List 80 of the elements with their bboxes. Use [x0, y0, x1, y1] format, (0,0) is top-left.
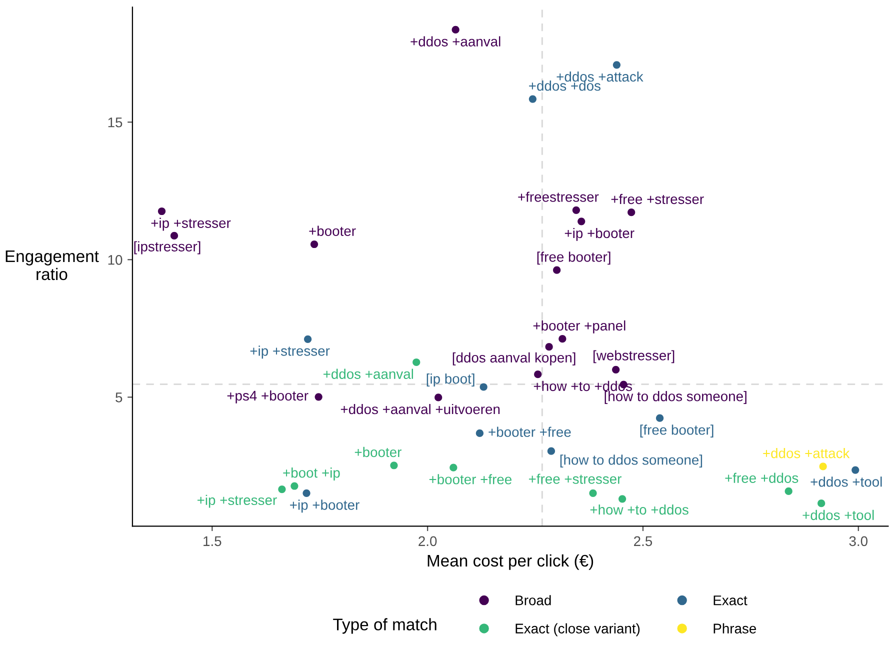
annotation: [ddos aanval kopen] [452, 352, 576, 366]
point [450, 464, 458, 472]
annotation: +ip +booter [564, 228, 634, 241]
annotation: [free booter] [640, 424, 714, 438]
annotation: +free +stresser [611, 194, 704, 204]
annotation: [how to ddos someone] [560, 454, 702, 468]
point [545, 343, 553, 351]
annotation: [free booter] [537, 252, 610, 265]
annotation: +ddos +dos [529, 80, 600, 91]
x-tick-label: 2.0 [418, 536, 437, 546]
point [656, 414, 664, 422]
legend-label: Exact (close variant) [516, 623, 640, 636]
annotation: +ip +stresser [197, 494, 277, 508]
x-tick-label: 3.0 [849, 536, 868, 546]
point [434, 394, 442, 402]
point [290, 482, 298, 490]
point [302, 489, 310, 497]
point [412, 358, 420, 366]
point [784, 487, 792, 496]
legend-label: Broad [516, 595, 551, 606]
annotation: +booter [354, 446, 402, 458]
point [612, 61, 620, 69]
point [578, 218, 586, 226]
point [314, 393, 322, 401]
annotation: +booter +free [488, 426, 571, 437]
x-tick-label: 1.5 [204, 536, 222, 546]
annotation: [ip boot] [426, 374, 474, 386]
point [553, 266, 561, 274]
y-tick-label: 15 [108, 118, 122, 128]
point [304, 335, 312, 343]
annotation: +booter +free [429, 474, 512, 484]
annotation: [how to ddos someone] [604, 391, 746, 404]
point [476, 429, 484, 438]
annotation: +booter [309, 226, 356, 236]
y-axis-title: Engagement ratio [6, 250, 99, 280]
x-tick-label: 2.5 [634, 536, 652, 546]
annotation: +ddos +attack [556, 71, 644, 82]
point [558, 335, 566, 343]
annotation: +ddos +aanval +uitvoeren [340, 404, 500, 414]
annotation: +freestresser [518, 192, 599, 202]
point [618, 495, 626, 503]
legend-label: Phrase [714, 623, 756, 634]
point [819, 462, 827, 470]
annotation: +ip +stresser [151, 218, 231, 231]
x-axis-title: Mean cost per click (€) [428, 554, 594, 570]
point [818, 500, 826, 508]
y-tick-label: 10 [108, 254, 122, 265]
annotation: +booter +panel [533, 320, 626, 334]
point [310, 240, 318, 248]
point [547, 447, 556, 455]
annotation: [webstresser] [594, 350, 674, 364]
point [528, 95, 536, 103]
annotation: +ps4 +booter [227, 390, 308, 404]
point [852, 466, 860, 474]
annotation: +ddos +aanval [410, 36, 500, 46]
point [628, 208, 636, 216]
legend-label: Exact [714, 596, 748, 606]
annotation: +ip +booter [290, 500, 360, 513]
point [390, 462, 398, 470]
annotation: +free +stresser [528, 474, 622, 484]
point [170, 232, 178, 240]
annotation: +ddos +tool [802, 510, 874, 520]
annotation: +free +ddos [725, 472, 798, 483]
legend-title: Type of match [333, 618, 436, 634]
annotation: +ddos +tool [810, 476, 882, 487]
point [278, 486, 286, 494]
annotation: +ddos +attack [763, 448, 850, 458]
point [534, 370, 542, 378]
annotation: [ipstresser] [134, 241, 200, 254]
point [480, 383, 488, 391]
annotation: +boot +ip [283, 468, 340, 480]
point [589, 489, 597, 497]
point [158, 207, 166, 216]
annotation: +how +to +ddos [590, 504, 688, 515]
y-tick-label: 5 [116, 392, 122, 402]
point [572, 206, 580, 214]
annotation: +ddos +aanval [323, 368, 414, 379]
point [612, 366, 620, 374]
annotation: +ip +stresser [250, 346, 330, 359]
point [452, 26, 460, 34]
